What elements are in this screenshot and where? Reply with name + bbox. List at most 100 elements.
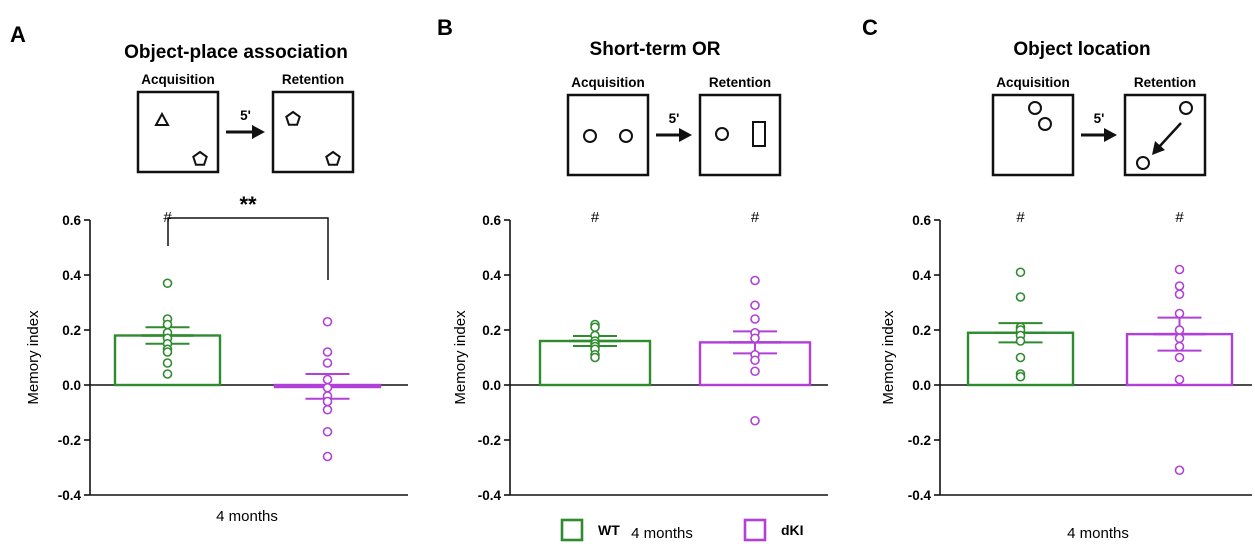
y-tick-label: 0.6 <box>912 213 931 228</box>
y-tick-label: -0.4 <box>908 488 932 503</box>
data-point-wt <box>590 352 600 363</box>
circle-object <box>619 129 633 143</box>
y-tick-label: -0.2 <box>478 433 501 448</box>
data-point-dki <box>750 355 760 366</box>
data-point-dki <box>1174 333 1185 344</box>
circle-object <box>715 127 729 141</box>
significance-marker: # <box>591 209 600 226</box>
data-point-dki <box>322 382 333 393</box>
data-point-dki <box>1174 264 1185 275</box>
significance-marker: # <box>751 209 760 226</box>
circle-object <box>1028 101 1042 115</box>
data-point-dki <box>1174 308 1185 319</box>
acquisition-label: Acquisition <box>141 72 215 87</box>
y-tick-label: 0.4 <box>912 268 931 283</box>
legend-label: WT <box>598 522 620 538</box>
retention-label: Retention <box>709 75 771 90</box>
delay-label: 5' <box>669 111 680 126</box>
data-point-wt <box>162 358 173 368</box>
data-point-dki <box>322 426 333 437</box>
data-point-dki <box>322 451 333 462</box>
y-tick-label: 0.4 <box>482 268 501 283</box>
y-tick-label: -0.4 <box>58 488 82 503</box>
y-tick-label: 0.2 <box>482 323 501 338</box>
data-point-dki <box>1174 325 1185 335</box>
delay-arrow-head <box>679 128 692 142</box>
y-tick-label: 0.0 <box>62 378 81 393</box>
data-point-dki <box>750 314 760 324</box>
y-tick-label: 0.6 <box>482 213 501 228</box>
legend: WT dKI <box>560 518 804 542</box>
retention-arena <box>1123 93 1207 177</box>
data-point-wt <box>1015 267 1026 278</box>
y-axis-title: Memory index <box>452 310 469 405</box>
comparison-bracket <box>167 217 329 280</box>
data-point-wt <box>162 369 173 379</box>
y-tick-label: 0.0 <box>482 378 501 393</box>
y-tick-label: 0.2 <box>912 323 931 338</box>
data-point-wt <box>162 347 173 357</box>
move-arrow-head <box>1152 141 1165 155</box>
data-point-wt <box>1015 292 1026 302</box>
acquisition-label: Acquisition <box>571 75 645 90</box>
y-tick-label: -0.2 <box>58 433 81 448</box>
panel-label: C <box>862 15 878 40</box>
legend-label: dKI <box>781 522 804 538</box>
circle-object <box>1136 156 1150 170</box>
data-point-dki <box>750 415 760 426</box>
delay-label: 5' <box>240 108 251 123</box>
x-axis-title: 4 months <box>631 525 693 542</box>
y-tick-label: 0.4 <box>62 268 81 283</box>
circle-object <box>1038 117 1052 131</box>
data-point-dki <box>1174 374 1185 385</box>
data-point-dki <box>322 347 333 357</box>
data-point-wt <box>1015 336 1026 346</box>
move-arrow <box>1158 122 1182 148</box>
x-axis-title: 4 months <box>216 508 278 525</box>
data-point-wt <box>162 278 173 289</box>
significance-marker: # <box>1016 209 1025 226</box>
circle-object <box>583 129 597 143</box>
acquisition-arena <box>991 93 1075 177</box>
task-schematic: Acquisition Retention 5' <box>136 72 355 174</box>
panel-title: Object-place association <box>124 42 348 63</box>
data-point-dki <box>322 358 333 368</box>
y-axis-title: Memory index <box>25 310 42 405</box>
circle-object <box>1179 101 1193 115</box>
panel-c: C Object location Acquisition Retention 5' 0.… <box>862 15 1252 542</box>
rectangle-object <box>752 121 766 147</box>
pentagon-object <box>285 110 301 126</box>
data-point-dki <box>750 300 760 311</box>
data-point-dki <box>750 366 760 377</box>
data-point-dki <box>750 333 760 344</box>
data-point-dki <box>1174 352 1185 363</box>
acquisition-label: Acquisition <box>996 75 1070 90</box>
data-point-dki <box>1174 341 1185 352</box>
y-tick-label: -0.4 <box>478 488 502 503</box>
y-tick-label: 0.2 <box>62 323 81 338</box>
data-point-dki <box>322 316 333 327</box>
retention-label: Retention <box>1134 75 1196 90</box>
panel-title: Object location <box>1013 39 1150 60</box>
retention-arena <box>698 93 782 177</box>
legend-swatch-wt <box>560 518 584 542</box>
y-tick-label: -0.2 <box>908 433 931 448</box>
data-point-wt <box>1015 352 1026 363</box>
task-schematic: Acquisition Retention 5' <box>566 75 782 177</box>
triangle-object <box>154 111 170 126</box>
panel-label: A <box>10 22 26 47</box>
retention-label: Retention <box>282 72 344 87</box>
x-axis-title: 4 months <box>1067 525 1129 542</box>
panel-label: B <box>437 15 453 40</box>
data-point-dki <box>322 404 333 415</box>
data-point-dki <box>1174 465 1185 476</box>
y-tick-label: 0.0 <box>912 378 931 393</box>
y-axis-title: Memory index <box>880 310 897 405</box>
legend-swatch-dki <box>743 518 767 542</box>
data-point-wt <box>162 319 173 330</box>
data-point-dki <box>322 374 333 385</box>
delay-label: 5' <box>1094 111 1105 126</box>
pentagon-object <box>192 150 208 166</box>
data-point-wt <box>590 322 600 333</box>
